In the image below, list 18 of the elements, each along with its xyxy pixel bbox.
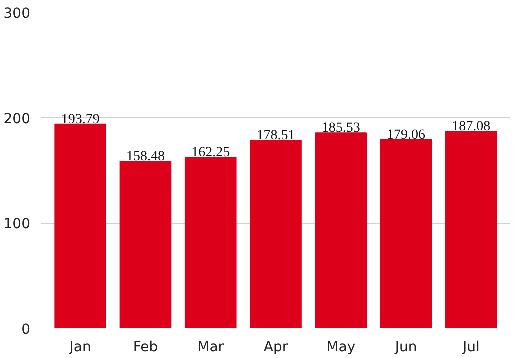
x-tick-label: Feb	[133, 340, 158, 356]
data-label: 178.51	[256, 128, 296, 144]
data-label: 187.08	[452, 119, 491, 134]
y-tick-label: 300	[4, 6, 31, 22]
x-tick-label: Apr	[264, 340, 288, 356]
x-tick-label: Jan	[68, 340, 92, 356]
data-label: 193.79	[61, 112, 100, 128]
x-tick-label: May	[326, 340, 356, 356]
y-tick-label: 200	[4, 111, 31, 128]
data-label: 179.06	[387, 128, 426, 143]
data-label: 158.48	[126, 150, 165, 165]
y-tick-label: 0	[22, 322, 31, 338]
x-tick-label: Mar	[198, 340, 224, 356]
x-tick-label: Jun	[394, 340, 418, 356]
data-label: 162.25	[192, 146, 230, 161]
x-tick-label: Jul	[462, 340, 480, 356]
y-tick-label: 100	[4, 216, 31, 233]
data-label: 185.53	[322, 121, 360, 136]
